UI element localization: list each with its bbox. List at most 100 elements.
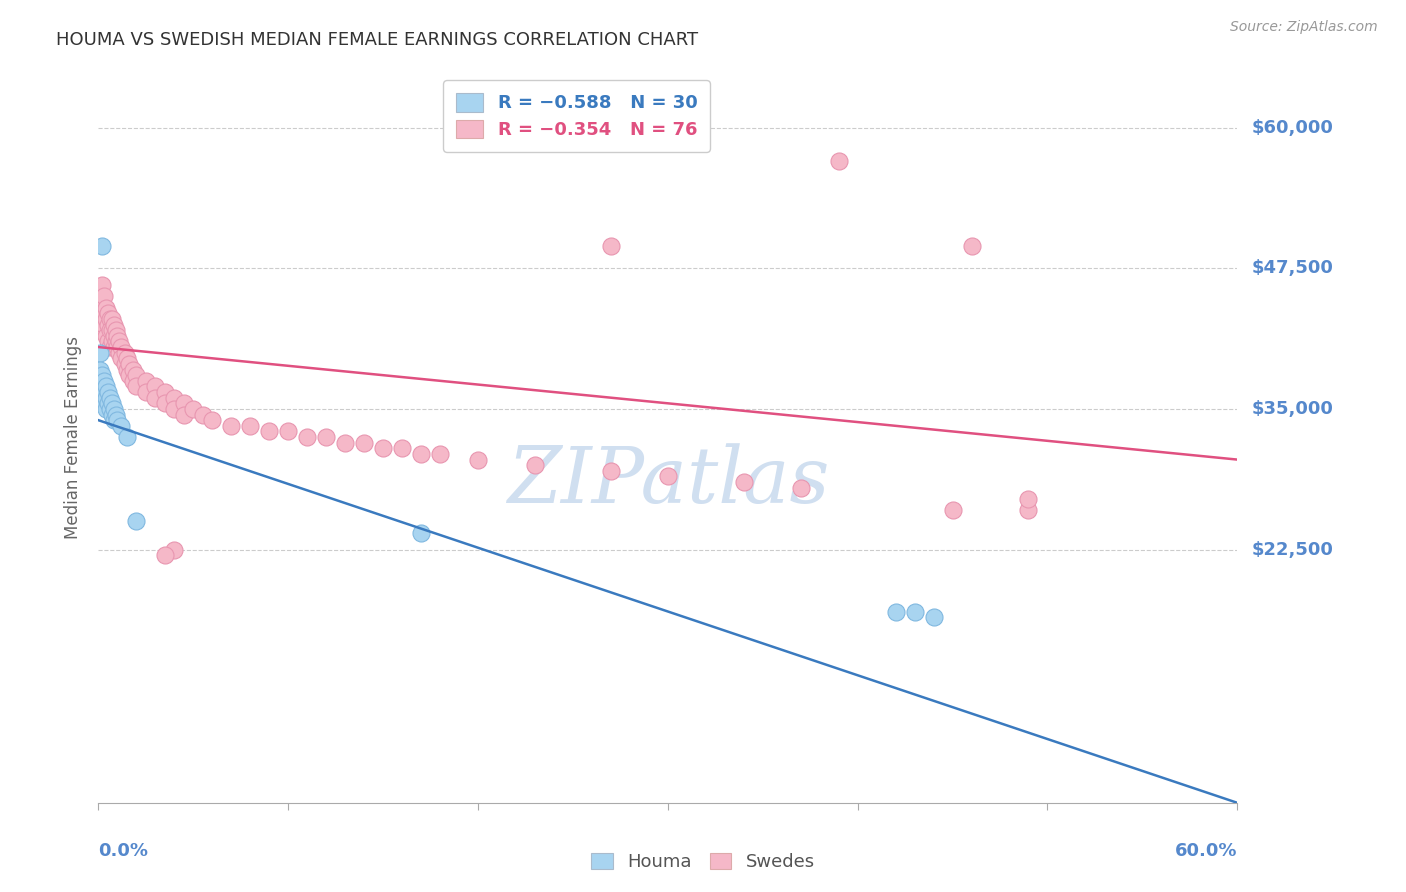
Point <box>191 408 214 422</box>
Point <box>97 385 120 400</box>
Point <box>1018 491 1040 506</box>
Point <box>91 379 114 393</box>
Point <box>91 312 114 326</box>
Point <box>98 340 121 354</box>
Legend: R = −0.588   N = 30, R = −0.354   N = 76: R = −0.588 N = 30, R = −0.354 N = 76 <box>443 80 710 152</box>
Point <box>98 312 121 326</box>
Point <box>93 289 115 303</box>
Point <box>94 328 117 343</box>
Point <box>371 442 394 456</box>
Point <box>1018 503 1040 517</box>
Point <box>93 318 115 332</box>
Point <box>89 301 111 315</box>
Point <box>125 379 148 393</box>
Point <box>108 345 131 359</box>
Text: $22,500: $22,500 <box>1251 541 1333 558</box>
Point <box>115 351 138 366</box>
Point <box>110 340 132 354</box>
Point <box>94 401 117 416</box>
Point <box>153 548 176 562</box>
Point <box>173 396 195 410</box>
Text: 0.0%: 0.0% <box>98 842 149 860</box>
Point <box>135 374 157 388</box>
Point <box>353 435 375 450</box>
Point <box>97 334 120 349</box>
Text: Source: ZipAtlas.com: Source: ZipAtlas.com <box>1230 20 1378 34</box>
Point <box>103 340 125 354</box>
Point <box>121 362 143 376</box>
Point <box>108 334 131 349</box>
Point <box>103 401 125 416</box>
Point <box>121 374 143 388</box>
Point <box>942 503 965 517</box>
Point <box>91 385 114 400</box>
Point <box>100 408 122 422</box>
Point <box>467 452 489 467</box>
Text: ZIPatlas: ZIPatlas <box>506 442 830 519</box>
Point <box>110 418 132 433</box>
Point <box>115 430 138 444</box>
Point <box>93 306 115 320</box>
Point <box>657 469 679 483</box>
Point <box>173 408 195 422</box>
Point <box>93 374 115 388</box>
Point <box>91 278 114 293</box>
Point <box>98 391 121 405</box>
Point <box>239 418 262 433</box>
Point <box>145 391 167 405</box>
Text: $47,500: $47,500 <box>1251 260 1333 277</box>
Point <box>790 481 813 495</box>
Point <box>94 379 117 393</box>
Legend: Houma, Swedes: Houma, Swedes <box>583 846 823 879</box>
Point <box>391 442 413 456</box>
Point <box>135 385 157 400</box>
Point <box>884 605 907 619</box>
Point <box>277 425 299 439</box>
Point <box>153 396 176 410</box>
Point <box>163 542 186 557</box>
Point <box>100 323 122 337</box>
Point <box>153 385 176 400</box>
Point <box>97 318 120 332</box>
Point <box>89 345 111 359</box>
Point <box>904 605 927 619</box>
Point <box>125 515 148 529</box>
Point <box>93 396 115 410</box>
Point <box>600 464 623 478</box>
Point <box>733 475 755 489</box>
Point <box>315 430 337 444</box>
Point <box>94 391 117 405</box>
Point <box>600 239 623 253</box>
Point <box>828 154 851 169</box>
Point <box>922 610 945 624</box>
Point <box>114 345 136 359</box>
Point <box>93 385 115 400</box>
Point <box>259 425 281 439</box>
Point <box>118 368 141 383</box>
Point <box>89 362 111 376</box>
Point <box>125 368 148 383</box>
Point <box>524 458 547 473</box>
Point <box>960 239 983 253</box>
Point <box>115 362 138 376</box>
Point <box>98 323 121 337</box>
Point <box>91 323 114 337</box>
Point <box>107 413 129 427</box>
Point <box>145 379 167 393</box>
Point <box>110 351 132 366</box>
Point <box>104 408 127 422</box>
Point <box>411 525 433 540</box>
Text: HOUMA VS SWEDISH MEDIAN FEMALE EARNINGS CORRELATION CHART: HOUMA VS SWEDISH MEDIAN FEMALE EARNINGS … <box>56 31 699 49</box>
Point <box>97 306 120 320</box>
Point <box>183 401 205 416</box>
Point <box>94 301 117 315</box>
Point <box>100 396 122 410</box>
Point <box>429 447 451 461</box>
Point <box>91 368 114 383</box>
Point <box>114 357 136 371</box>
Point <box>103 413 125 427</box>
Point <box>201 413 224 427</box>
Point <box>97 396 120 410</box>
Point <box>411 447 433 461</box>
Point <box>91 239 114 253</box>
